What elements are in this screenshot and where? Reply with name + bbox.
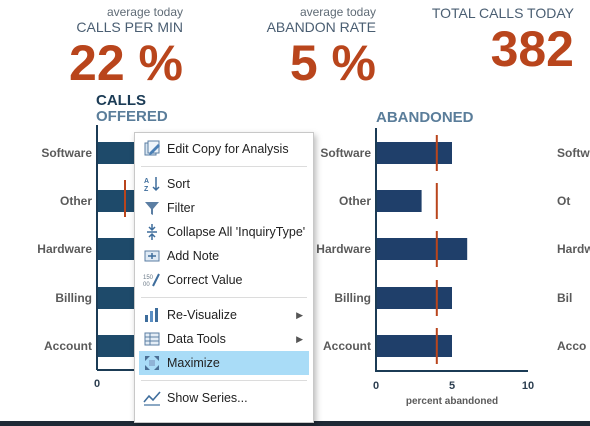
svg-text:00: 00 xyxy=(143,282,150,288)
menu-item-label: Re-Visualize xyxy=(167,308,237,322)
calls-offered-chart[interactable]: Software Other Hardware Billing Account 0 xyxy=(37,125,137,390)
menu-item-show-series[interactable]: Show Series... xyxy=(139,386,309,410)
menu-item-label: Show Series... xyxy=(167,391,248,405)
x-tick-label: 0 xyxy=(373,380,379,392)
bar xyxy=(97,287,137,309)
menu-separator xyxy=(141,166,307,167)
correct-value-icon: 150 00 xyxy=(143,271,161,289)
bar xyxy=(97,335,137,357)
menu-item-label: Sort xyxy=(167,177,190,191)
menu-item-collapse-all[interactable]: Collapse All 'InquiryType' xyxy=(139,220,309,244)
menu-item-edit-copy[interactable]: Edit Copy for Analysis xyxy=(139,137,309,161)
menu-separator xyxy=(141,297,307,298)
y-tick-label: Hardware xyxy=(37,242,92,256)
x-axis-title: percent abandoned xyxy=(406,396,498,407)
menu-item-label: Filter xyxy=(167,201,195,215)
bottom-scrollbar[interactable] xyxy=(0,421,590,426)
kpi-abandon-rate: average today ABANDON RATE 5 % xyxy=(240,5,376,88)
collapse-icon xyxy=(143,223,161,241)
menu-item-maximize[interactable]: Maximize xyxy=(139,351,309,375)
menu-item-label: Add Note xyxy=(167,249,220,263)
title-line2: OFFERED xyxy=(96,108,168,125)
y-tick-label: Billing xyxy=(334,291,371,305)
x-tick-label: 5 xyxy=(449,380,455,392)
calls-offered-title: CALLS OFFERED xyxy=(96,93,168,125)
kpi-value: 22 % xyxy=(69,35,183,91)
y-tick-label: Bil xyxy=(557,291,572,305)
abandoned-title: ABANDONED xyxy=(376,109,474,126)
y-tick-label: Hardware xyxy=(316,242,371,256)
kpi-calls-per-min: average today CALLS PER MIN 22 % xyxy=(40,5,183,88)
x-tick-label: 0 xyxy=(94,378,100,390)
y-tick-label: Account xyxy=(44,339,92,353)
menu-item-revisualize[interactable]: Re-Visualize ▶ xyxy=(139,303,309,327)
bar xyxy=(376,287,452,309)
kpi-label: ABANDON RATE xyxy=(266,19,376,35)
svg-text:A: A xyxy=(144,178,149,185)
x-tick-label: 10 xyxy=(522,380,534,392)
menu-item-data-tools[interactable]: Data Tools ▶ xyxy=(139,327,309,351)
menu-separator xyxy=(141,380,307,381)
submenu-arrow-icon: ▶ xyxy=(296,334,303,344)
y-tick-label: Other xyxy=(60,194,92,208)
title-line1: CALLS xyxy=(96,92,146,109)
y-tick-label: Account xyxy=(323,339,371,353)
maximize-icon xyxy=(143,354,161,372)
bar xyxy=(376,335,452,357)
bar xyxy=(97,238,137,260)
y-tick-label: Hardw xyxy=(557,242,590,256)
y-tick-label: Softw xyxy=(557,146,590,160)
add-note-icon xyxy=(143,247,161,265)
svg-text:150: 150 xyxy=(143,275,154,281)
menu-item-add-note[interactable]: Add Note xyxy=(139,244,309,268)
y-tick-label: Software xyxy=(41,146,92,160)
menu-item-label: Edit Copy for Analysis xyxy=(167,142,289,156)
bar xyxy=(97,190,137,212)
y-tick-label: Ot xyxy=(557,194,570,208)
menu-item-correct-value[interactable]: 150 00 Correct Value xyxy=(139,268,309,292)
third-chart-partial[interactable]: Softw Ot Hardw Bil Acco xyxy=(557,146,590,353)
menu-item-label: Correct Value xyxy=(167,273,243,287)
filter-icon xyxy=(143,199,161,217)
svg-text:Z: Z xyxy=(144,186,149,193)
revisualize-icon xyxy=(143,306,161,324)
bar xyxy=(97,142,137,164)
data-tools-icon xyxy=(143,330,161,348)
menu-item-filter[interactable]: Filter xyxy=(139,196,309,220)
y-tick-label: Other xyxy=(339,194,371,208)
menu-item-label: Data Tools xyxy=(167,332,226,346)
kpi-sub: average today xyxy=(106,5,183,19)
kpi-total-calls: TOTAL CALLS TODAY 382 xyxy=(420,5,574,74)
menu-item-label: Collapse All 'InquiryType' xyxy=(167,225,306,239)
kpi-label: TOTAL CALLS TODAY xyxy=(431,5,574,21)
y-tick-label: Billing xyxy=(55,291,92,305)
abandoned-chart[interactable]: Software Other Hardware Billing Account 0 5 10 p… xyxy=(316,128,534,407)
edit-copy-icon xyxy=(143,140,161,158)
show-series-icon xyxy=(143,389,161,407)
bar xyxy=(376,190,422,212)
kpi-label: CALLS PER MIN xyxy=(76,19,183,35)
y-tick-label: Software xyxy=(320,146,371,160)
kpi-value: 382 xyxy=(490,21,574,77)
kpi-value: 5 % xyxy=(289,35,376,91)
kpi-sub: average today xyxy=(299,5,376,19)
bar xyxy=(376,142,452,164)
y-tick-label: Acco xyxy=(557,339,586,353)
bar xyxy=(376,238,468,260)
submenu-arrow-icon: ▶ xyxy=(296,310,303,320)
menu-item-label: Maximize xyxy=(167,356,220,370)
